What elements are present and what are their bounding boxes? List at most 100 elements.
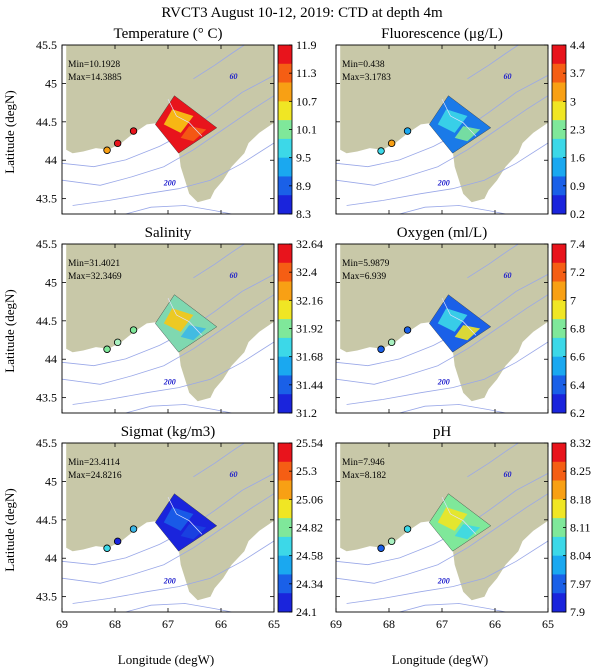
colorbar-tick-label: 3.7	[570, 66, 585, 80]
isobath-line	[193, 44, 245, 80]
station-marker	[403, 525, 412, 533]
x-tick-label: 66	[489, 617, 501, 631]
colorbar-bin	[278, 45, 292, 65]
field-contour	[167, 496, 203, 535]
colorbar-tick-label: 2.3	[570, 123, 585, 137]
station-marker	[103, 146, 111, 154]
stat-min: Min=31.4021	[68, 259, 120, 269]
colorbar-bin	[278, 356, 292, 376]
panel-title: Oxygen (ml/L)	[397, 225, 487, 241]
station-marker	[113, 338, 122, 347]
x-tick-label: 66	[215, 617, 227, 631]
colorbar-tick-label: 31.68	[296, 350, 323, 364]
station-marker	[403, 127, 412, 135]
isobath-line	[72, 540, 275, 604]
colorbar-bin	[278, 319, 292, 339]
field-patch	[437, 507, 468, 531]
panel-salinity: Salinity 60 200 Min=31.4021 Max=32.3469 43.5 4…	[36, 225, 323, 420]
colorbar-bin	[278, 480, 292, 500]
x-tick-label: 68	[109, 617, 121, 631]
colorbar-bin	[552, 555, 566, 575]
x-axis-label-left: Longitude (degW)	[118, 652, 214, 667]
colorbar-bin	[278, 157, 292, 177]
colorbar-bin	[552, 499, 566, 519]
panel-title: pH	[433, 424, 452, 440]
panel-oxygen: Oxygen (ml/L) 60 200 Min=5.9879 Max=6.939 7.4…	[335, 225, 585, 420]
depth-label: 200	[163, 576, 176, 585]
isobath-line	[61, 493, 275, 584]
stat-max: Max=8.182	[342, 471, 386, 481]
colorbar-bin	[278, 536, 292, 556]
field-contour	[441, 297, 477, 336]
x-tick-label: 67	[436, 617, 448, 631]
colorbar-bin	[278, 574, 292, 594]
station-marker	[129, 326, 138, 334]
colorbar-bin	[278, 337, 292, 357]
colorbar-tick-label: 24.34	[296, 577, 323, 591]
colorbar-bin	[552, 319, 566, 339]
colorbar-bin	[552, 574, 566, 594]
field-patch	[163, 308, 194, 332]
y-tick-label: 44	[45, 352, 57, 366]
stat-min: Min=10.1928	[68, 60, 120, 70]
colorbar-bin	[552, 244, 566, 264]
station-marker	[403, 326, 412, 334]
x-tick-label: 68	[383, 617, 395, 631]
colorbar-bin	[278, 499, 292, 519]
colorbar-tick-label: 24.1	[296, 605, 317, 619]
station-marker	[377, 544, 385, 552]
field-patch	[454, 524, 481, 540]
depth-label: 200	[437, 576, 450, 585]
colorbar-bin	[552, 337, 566, 357]
panel-temperature: Temperature (° C) 60 200 Min=10.1928 Max=14.…	[36, 26, 317, 221]
colorbar-tick-label: 11.9	[296, 38, 317, 52]
station-marker	[113, 537, 122, 546]
isobath-line	[399, 404, 506, 414]
field-contour	[441, 496, 477, 535]
colorbar-bin	[552, 375, 566, 395]
depth-label: 200	[437, 178, 450, 187]
field-patch	[180, 325, 207, 341]
colorbar-tick-label: 25.54	[296, 436, 323, 450]
colorbar-tick-label: 31.44	[296, 378, 323, 392]
colorbar-tick-label: 7.2	[570, 265, 585, 279]
x-axis-label-right: Longitude (degW)	[392, 652, 488, 667]
stat-min: Min=23.4114	[68, 458, 120, 468]
colorbar-bin	[278, 101, 292, 121]
isobath-line	[346, 341, 549, 405]
colorbar-bin	[552, 157, 566, 177]
depth-label: 200	[163, 178, 176, 187]
colorbar-tick-label: 32.16	[296, 293, 323, 307]
panel-fluorescence: Fluorescence (μg/L) 60 200 Min=0.438 Max=3.1…	[335, 26, 585, 221]
colorbar-tick-label: 7	[570, 293, 576, 307]
depth-label: 60	[229, 72, 237, 81]
isobath-line	[399, 205, 506, 215]
colorbar-tick-label: 8.04	[570, 549, 591, 563]
station-marker	[103, 345, 111, 353]
field-patch	[437, 308, 468, 332]
y-tick-label: 45.5	[36, 237, 57, 251]
y-tick-label: 45.5	[36, 436, 57, 450]
field-patch	[180, 524, 207, 540]
isobath-line	[125, 404, 232, 414]
colorbar-tick-label: 24.82	[296, 521, 323, 535]
isobath-line	[346, 540, 549, 604]
field-contour	[167, 98, 203, 137]
colorbar-tick-label: 32.64	[296, 237, 323, 251]
colorbar-bin	[552, 536, 566, 556]
panel-ph: pH 60 200 Min=7.946 Max=8.182 69 68 67 66 65 8.32 8…	[330, 424, 591, 631]
panel-title: Fluorescence (μg/L)	[381, 26, 503, 42]
colorbar-bin	[278, 375, 292, 395]
y-tick-label: 43.5	[36, 192, 57, 206]
x-tick-label: 65	[542, 617, 554, 631]
colorbar-bin	[552, 63, 566, 83]
colorbar-bin	[278, 300, 292, 320]
y-tick-label: 44.5	[36, 115, 57, 129]
y-tick-label: 44.5	[36, 513, 57, 527]
colorbar-tick-label: 0.2	[570, 207, 585, 221]
colorbar-bin	[552, 195, 566, 215]
x-tick-label: 65	[268, 617, 280, 631]
stat-max: Max=32.3469	[68, 272, 122, 282]
colorbar-tick-label: 10.7	[296, 94, 317, 108]
isobath-line	[193, 243, 245, 279]
